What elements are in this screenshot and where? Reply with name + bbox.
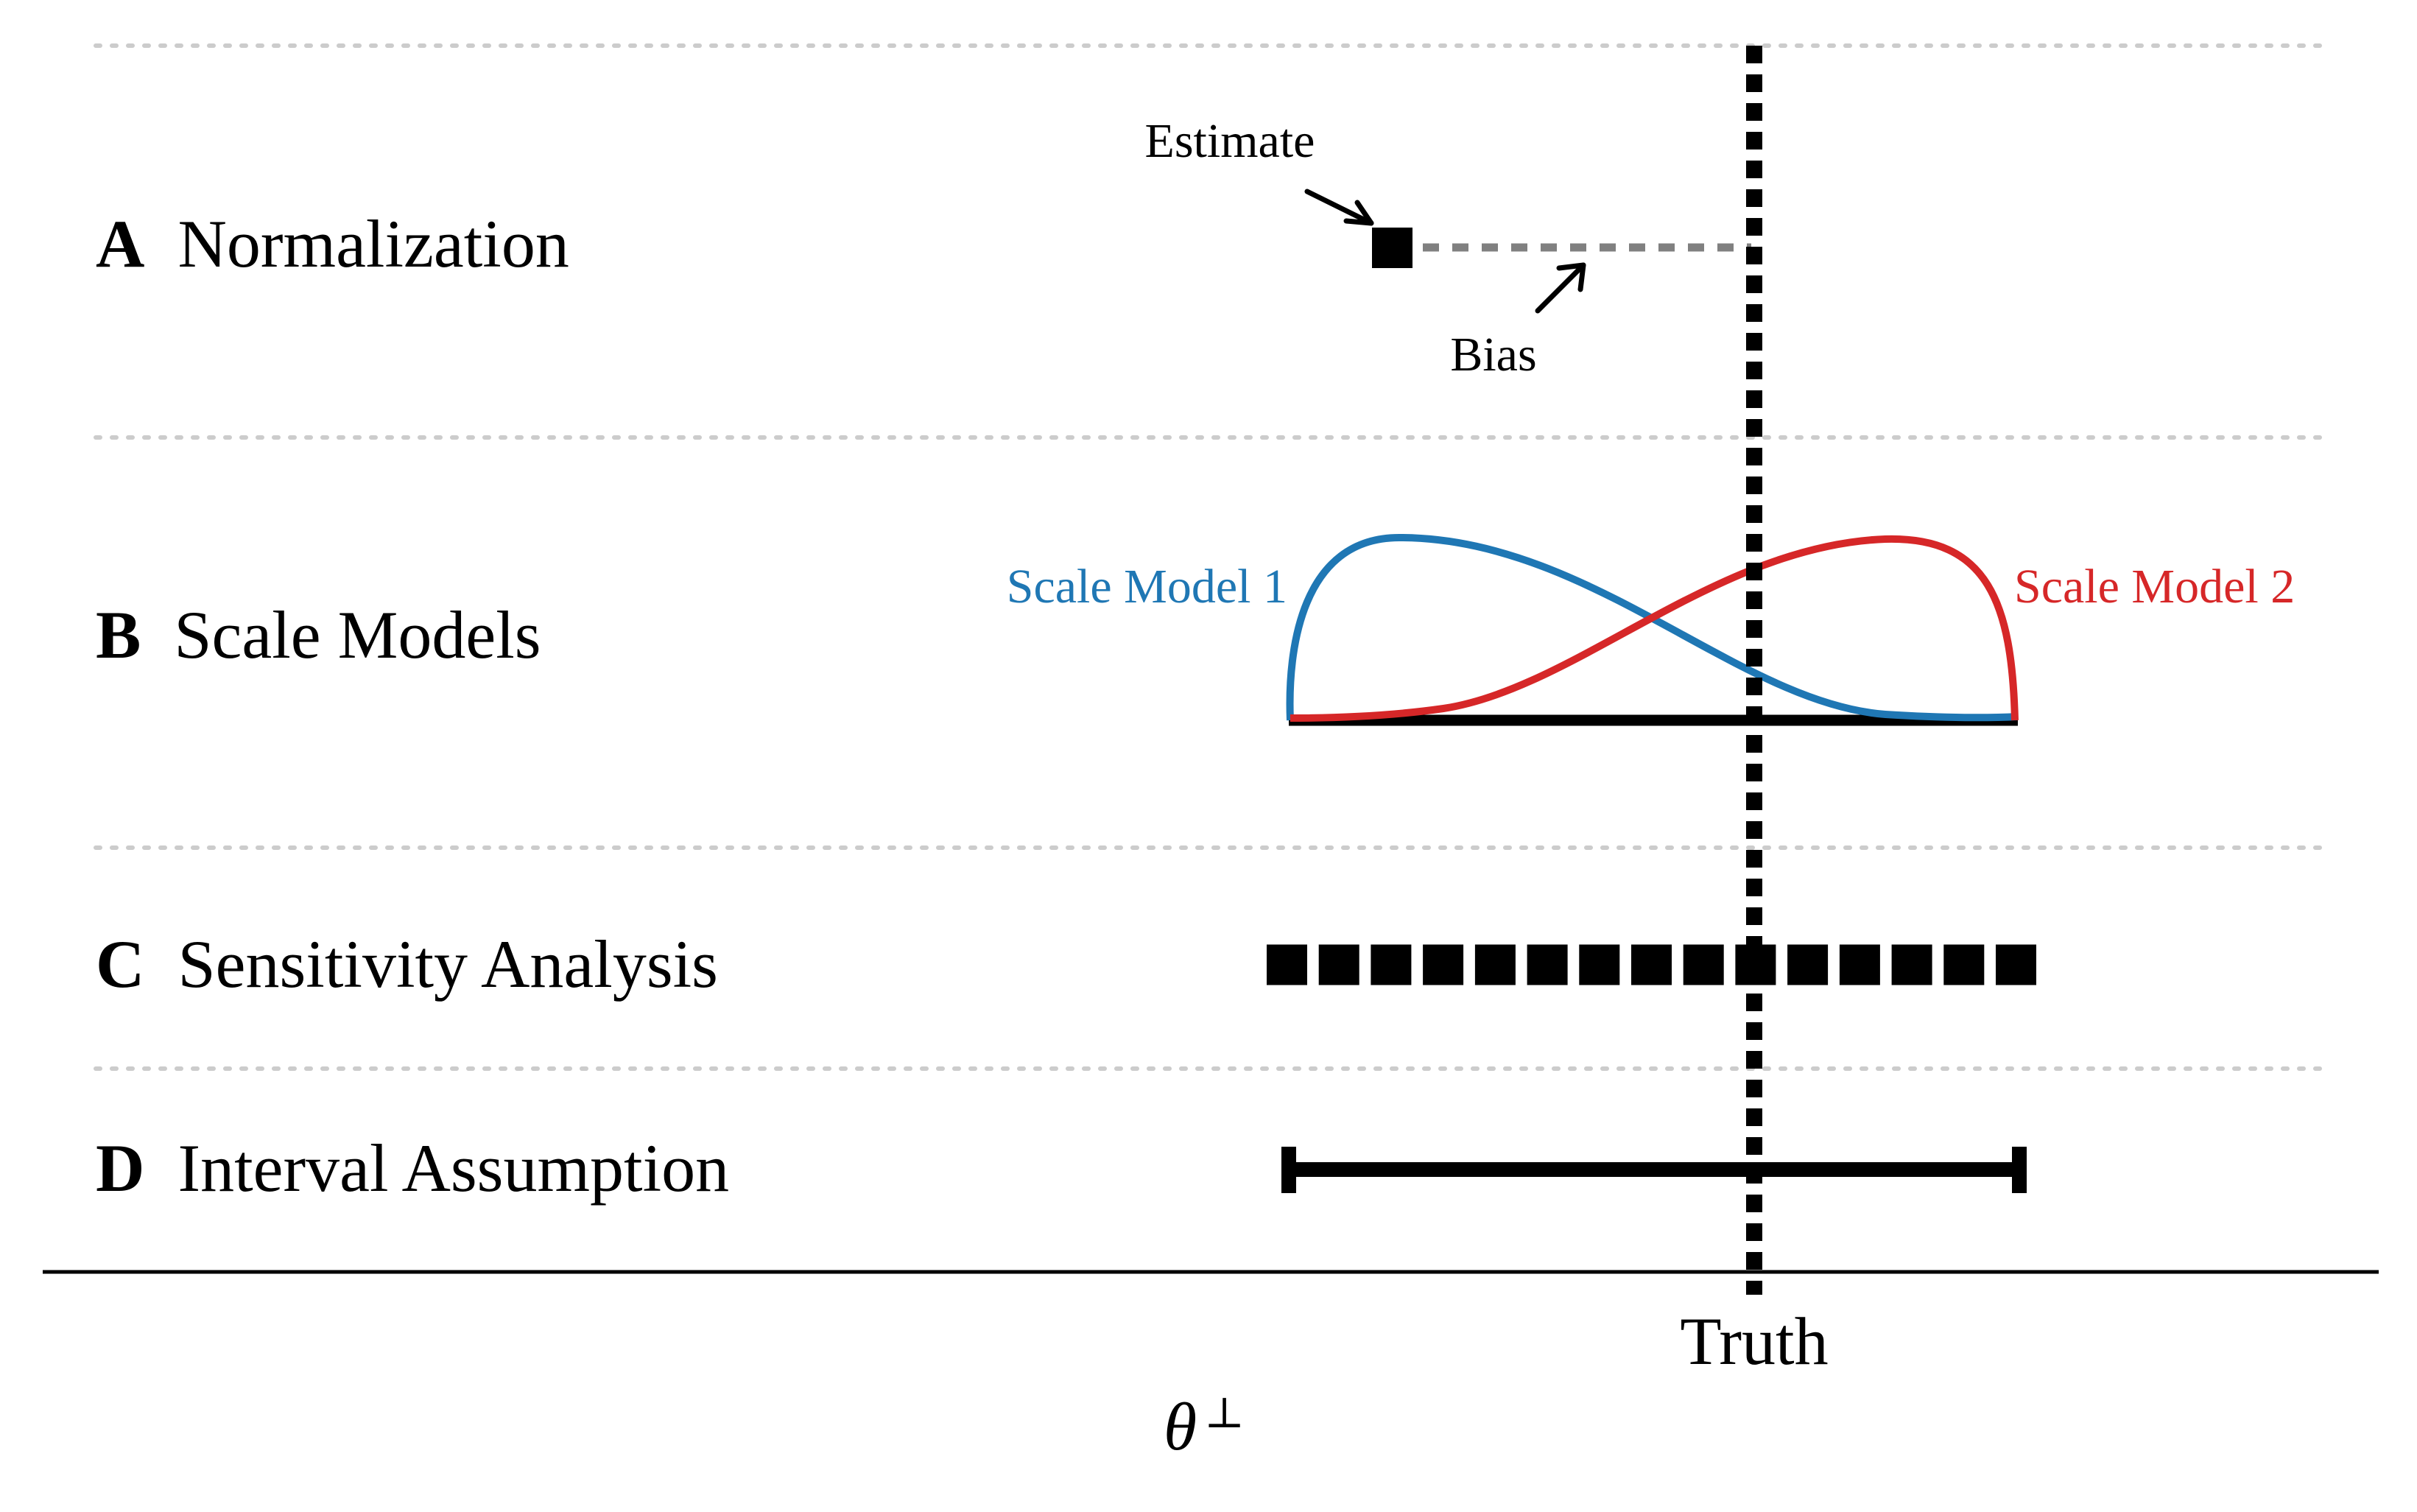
scale-models-panel: Scale Model 1 Scale Model 2 bbox=[1007, 533, 2295, 726]
sensitivity-marker bbox=[1423, 944, 1464, 985]
axis-symbol: θ ⊥ bbox=[1164, 1388, 1245, 1464]
sensitivity-marker bbox=[1891, 944, 1932, 985]
row-letter-a: A bbox=[96, 206, 144, 281]
scale-model-1-label: Scale Model 1 bbox=[1007, 560, 1287, 613]
row-label-c: C Sensitivity Analysis bbox=[96, 926, 718, 1002]
sensitivity-marker bbox=[1839, 944, 1880, 985]
bias-label: Bias bbox=[1450, 328, 1536, 381]
normalization-panel: Estimate Bias bbox=[1145, 114, 1751, 381]
estimate-marker bbox=[1372, 228, 1412, 268]
sensitivity-analysis-markers bbox=[1267, 944, 2036, 985]
sensitivity-marker bbox=[1267, 944, 1307, 985]
estimate-arrow bbox=[1304, 189, 1374, 226]
row-label-b: B Scale Models bbox=[96, 597, 541, 672]
scale-model-1-density-curve bbox=[1286, 533, 2019, 722]
estimate-label: Estimate bbox=[1145, 114, 1315, 168]
sensitivity-marker bbox=[1318, 944, 1359, 985]
row-label-a: A Normalization bbox=[96, 206, 569, 281]
perp-superscript: ⊥ bbox=[1204, 1388, 1245, 1438]
bias-arrow bbox=[1535, 262, 1586, 314]
row-label-d: D Interval Assumption bbox=[96, 1131, 729, 1206]
sensitivity-marker bbox=[1527, 944, 1568, 985]
interval-assumption-panel bbox=[1281, 1147, 2027, 1193]
row-separators bbox=[94, 43, 2329, 1071]
row-title-b: Scale Models bbox=[174, 597, 541, 672]
scale-model-2-label: Scale Model 2 bbox=[2014, 560, 2295, 613]
row-title-a: Normalization bbox=[177, 206, 569, 281]
row-letter-c: C bbox=[96, 926, 144, 1002]
sensitivity-marker bbox=[1579, 944, 1620, 985]
sensitivity-marker bbox=[1787, 944, 1829, 985]
sensitivity-marker bbox=[1371, 944, 1412, 985]
row-letter-b: B bbox=[96, 597, 141, 672]
truth-tick-label: Truth bbox=[1680, 1304, 1828, 1379]
scale-model-2-density-curve bbox=[1290, 535, 2019, 722]
sensitivity-marker bbox=[1996, 944, 2036, 985]
theta-symbol: θ bbox=[1164, 1389, 1197, 1464]
row-title-d: Interval Assumption bbox=[177, 1131, 729, 1206]
sensitivity-marker bbox=[1943, 944, 1985, 985]
sensitivity-marker bbox=[1683, 944, 1724, 985]
sensitivity-marker bbox=[1631, 944, 1672, 985]
row-title-c: Sensitivity Analysis bbox=[177, 926, 718, 1002]
row-letter-d: D bbox=[96, 1131, 144, 1206]
sensitivity-marker bbox=[1474, 944, 1516, 985]
